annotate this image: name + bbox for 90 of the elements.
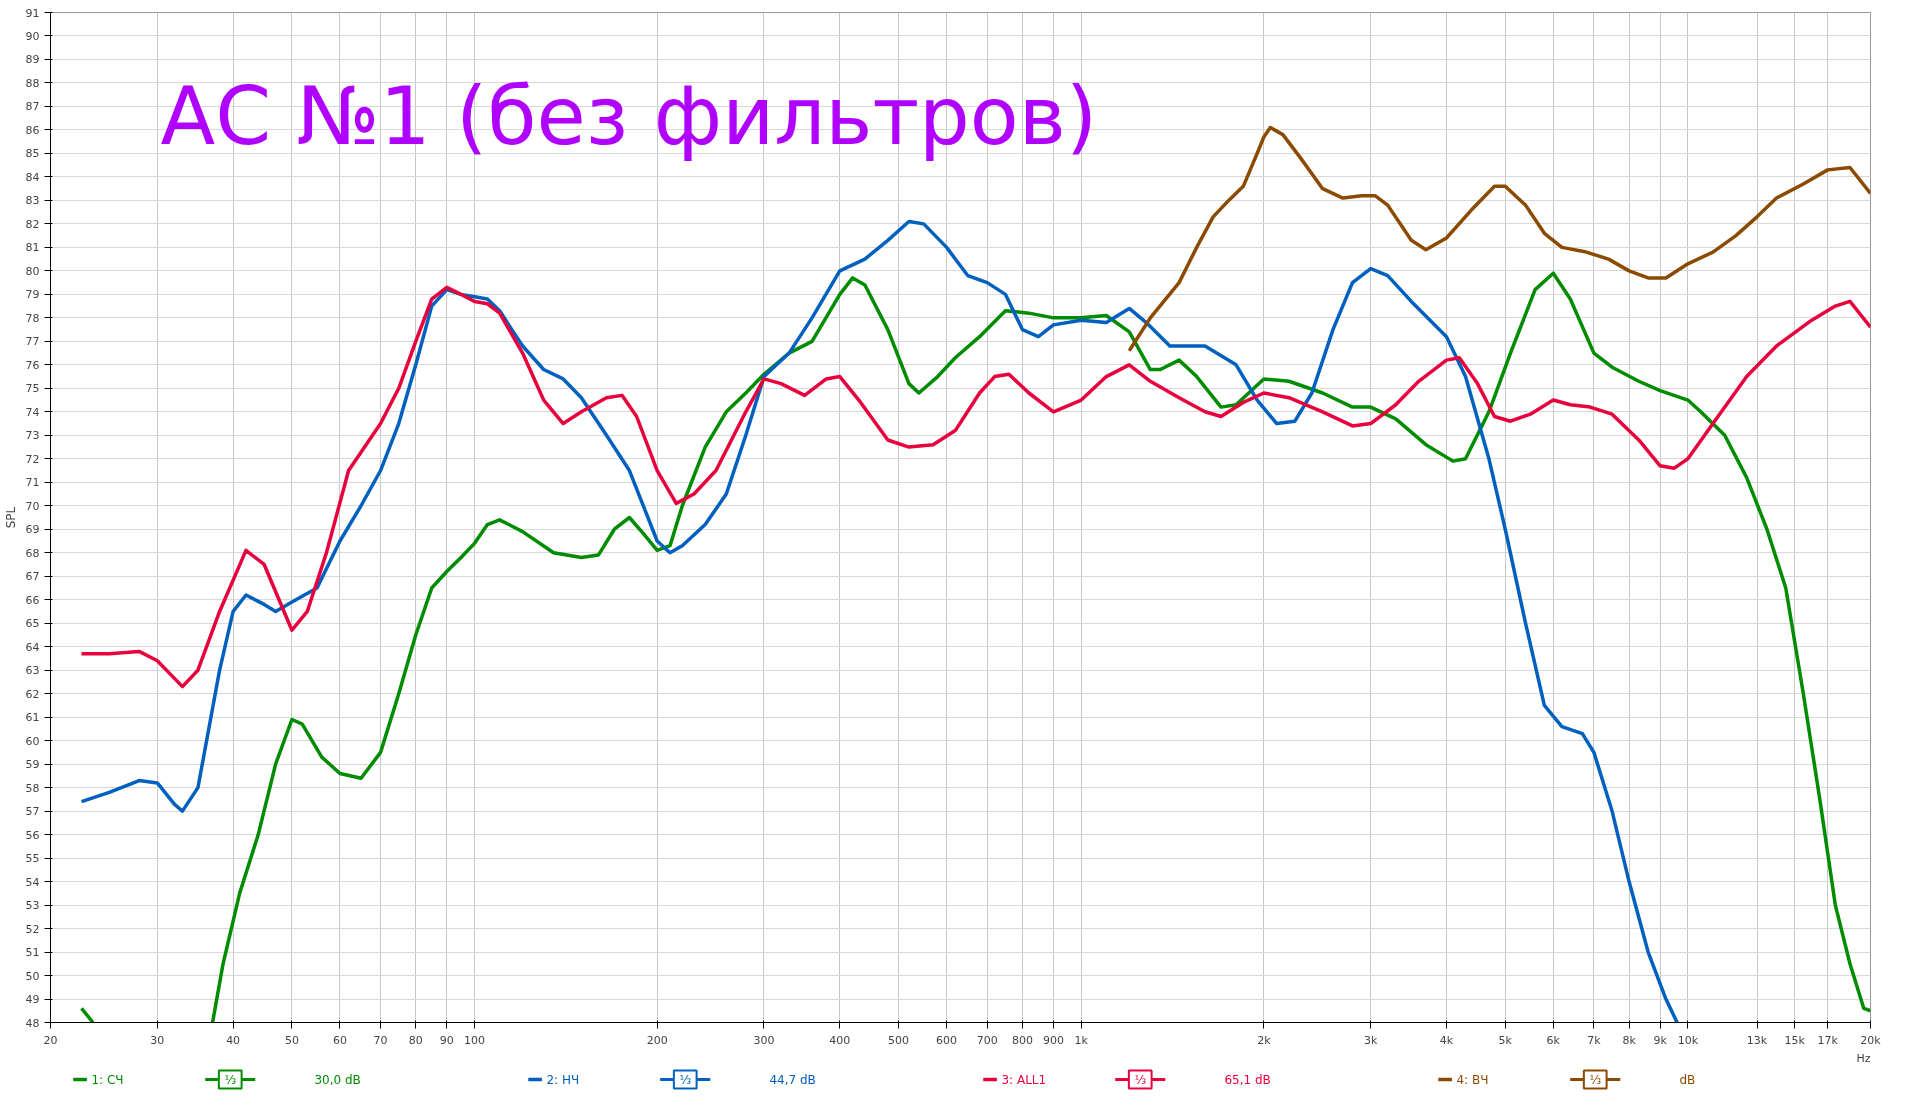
y-tick-label: 62 <box>25 687 40 701</box>
x-tick-label: 60 <box>332 1033 347 1047</box>
y-tick-label: 71 <box>25 476 40 490</box>
y-tick-label: 72 <box>25 452 40 466</box>
x-tick-label: 100 <box>464 1033 486 1047</box>
x-tick-label: 500 <box>888 1033 910 1047</box>
y-tick-label: 73 <box>25 429 40 443</box>
x-tick-label: 50 <box>284 1033 299 1047</box>
x-tick-label: 4k <box>1439 1033 1454 1047</box>
x-tick-label: 7k <box>1587 1033 1602 1047</box>
x-tick-label: 17k <box>1817 1033 1839 1047</box>
y-tick-label: 51 <box>25 946 40 960</box>
y-tick-label: 67 <box>25 570 40 584</box>
y-tick-label: 74 <box>25 405 40 419</box>
y-tick-label: 52 <box>25 922 40 936</box>
y-tick-label: 49 <box>25 993 40 1007</box>
y-tick-label: 70 <box>25 499 40 513</box>
y-tick-label: 66 <box>25 593 40 607</box>
y-tick-label: 80 <box>25 264 40 278</box>
y-tick-label: 61 <box>25 711 40 725</box>
y-tick-label: 79 <box>25 288 40 302</box>
x-tick-label: 800 <box>1011 1033 1033 1047</box>
y-tick-label: 86 <box>25 123 40 137</box>
legend-label: 1: СЧ <box>91 1072 124 1087</box>
x-tick-label: 90 <box>439 1033 454 1047</box>
y-axis-title: SPL <box>3 506 18 529</box>
x-tick-label: 400 <box>829 1033 851 1047</box>
y-tick-label: 76 <box>25 358 40 372</box>
y-tick-label: 91 <box>25 6 40 20</box>
x-tick-label: 900 <box>1042 1033 1064 1047</box>
x-tick-label: 30 <box>150 1033 165 1047</box>
text: ⅓ <box>1134 1072 1147 1087</box>
x-tick-label: 20k <box>1860 1033 1882 1047</box>
text: 30,0 dB <box>314 1072 361 1087</box>
y-tick-label: 83 <box>25 194 40 208</box>
x-tick-label: 70 <box>373 1033 388 1047</box>
y-tick-label: 69 <box>25 523 40 537</box>
x-tick-label: 80 <box>408 1033 423 1047</box>
x-axis-title: Hz <box>1856 1051 1871 1065</box>
x-tick-label: 20 <box>43 1033 58 1047</box>
text: ⅓ <box>1589 1072 1602 1087</box>
y-tick-label: 82 <box>25 217 40 231</box>
y-tick-label: 48 <box>25 1016 40 1030</box>
y-tick-label: 90 <box>25 29 40 43</box>
x-tick-label: 5k <box>1498 1033 1513 1047</box>
text: 65,1 dB <box>1224 1072 1271 1087</box>
y-tick-label: 85 <box>25 147 40 161</box>
x-tick-label: 2k <box>1257 1033 1272 1047</box>
text: АС №1 (без фильтров) <box>160 69 1098 163</box>
x-tick-label: 13k <box>1746 1033 1768 1047</box>
y-tick-label: 57 <box>25 805 40 819</box>
text: 44,7 dB <box>769 1072 816 1087</box>
y-tick-label: 63 <box>25 664 40 678</box>
y-tick-label: 50 <box>25 969 40 983</box>
y-tick-label: 55 <box>25 852 40 866</box>
y-tick-label: 84 <box>25 170 40 184</box>
y-tick-label: 81 <box>25 241 40 255</box>
x-tick-label: 40 <box>226 1033 241 1047</box>
y-tick-label: 53 <box>25 899 40 913</box>
y-tick-label: 65 <box>25 617 40 631</box>
y-tick-label: 64 <box>25 640 40 654</box>
x-tick-label: 8k <box>1622 1033 1637 1047</box>
y-tick-label: 59 <box>25 758 40 772</box>
legend-label: 2: НЧ <box>546 1072 580 1087</box>
y-tick-label: 58 <box>25 781 40 795</box>
y-tick-label: 87 <box>25 100 40 114</box>
text: dB <box>1679 1072 1696 1087</box>
x-tick-label: 700 <box>976 1033 998 1047</box>
y-tick-label: 78 <box>25 311 40 325</box>
y-tick-label: 54 <box>25 875 40 889</box>
text: ⅓ <box>679 1072 692 1087</box>
x-tick-label: 10k <box>1677 1033 1699 1047</box>
x-tick-label: 6k <box>1546 1033 1561 1047</box>
x-tick-label: 3k <box>1363 1033 1378 1047</box>
y-tick-label: 88 <box>25 76 40 90</box>
y-tick-label: 56 <box>25 828 40 842</box>
y-tick-label: 75 <box>25 382 40 396</box>
y-tick-label: 77 <box>25 335 40 349</box>
x-tick-label: 600 <box>936 1033 958 1047</box>
x-tick-label: 1k <box>1074 1033 1089 1047</box>
x-tick-label: 15k <box>1784 1033 1806 1047</box>
x-tick-label: 300 <box>753 1033 775 1047</box>
text: ⅓ <box>224 1072 237 1087</box>
y-tick-label: 89 <box>25 53 40 67</box>
x-tick-label: 9k <box>1653 1033 1668 1047</box>
x-tick-label: 200 <box>646 1033 668 1047</box>
legend-label: 4: ВЧ <box>1456 1072 1489 1087</box>
legend-label: 3: ALL1 <box>1001 1072 1047 1087</box>
y-tick-label: 68 <box>25 546 40 560</box>
y-tick-label: 60 <box>25 734 40 748</box>
